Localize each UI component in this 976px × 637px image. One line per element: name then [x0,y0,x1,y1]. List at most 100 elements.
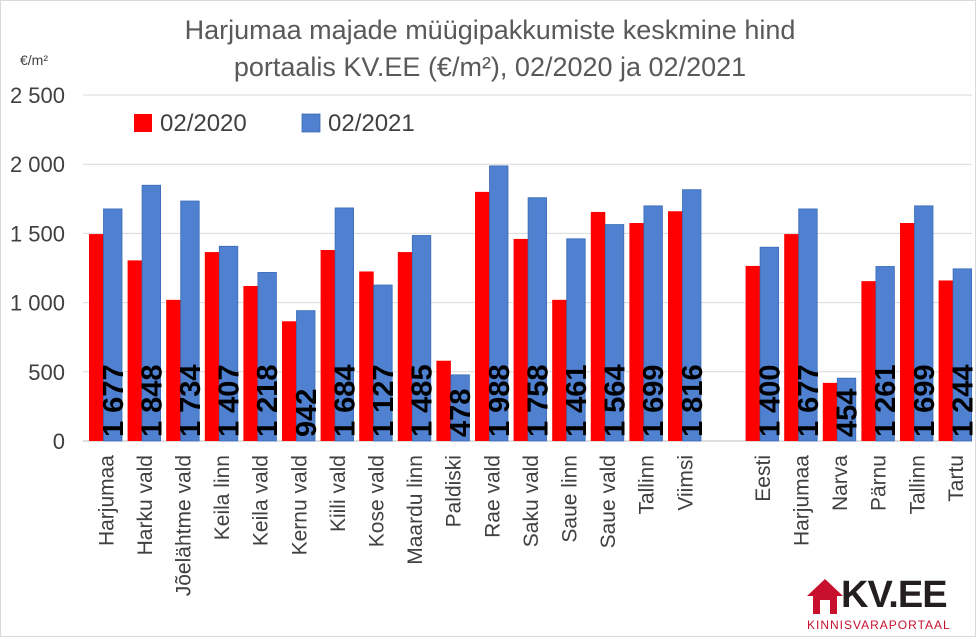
bar-02-2021 [682,189,702,442]
logo-subtitle: KINNISVARAPORTAAL [807,618,951,632]
x-tick-label: Saue vald [597,455,620,548]
bar-02-2021 [527,197,547,442]
data-label: 1 988 [484,364,516,437]
bar-02-2020 [204,252,220,441]
x-tick-label: Viimsi [674,455,697,511]
data-label: 1 244 [947,364,976,437]
x-tick-label: Maardu linn [404,455,427,565]
data-label: 1 816 [677,364,709,437]
data-label: 1 734 [175,364,207,437]
x-tick-label: Tallinn [906,455,929,515]
data-label: 1 677 [793,364,825,437]
x-tick-label: Saue linn [559,455,582,543]
x-tick-label: Harku vald [134,455,157,555]
y-tick-label: 2 000 [10,152,65,177]
bar-02-2021 [411,235,432,442]
bar-02-2020 [243,285,258,441]
x-tick-label: Kose vald [366,455,389,547]
x-tick-label: Keila linn [211,455,234,540]
x-tick-label: Harjumaa [95,455,118,546]
bar-02-2021 [373,284,393,442]
bar-02-2020 [552,299,567,441]
bar-02-2020 [359,271,374,441]
data-label: 1 677 [98,364,130,437]
bar-02-2020 [166,299,181,441]
x-tick-label: Tallinn [636,455,659,515]
x-tick-label: Kiili vald [327,455,350,532]
x-tick-label: Rae vald [481,455,504,538]
data-label: 1 261 [870,364,902,437]
y-tick-label: 1 000 [10,291,65,316]
bar-02-2020 [436,360,451,441]
y-tick-label: 1 500 [10,221,65,246]
bar-02-2020 [629,223,644,441]
bar-02-2021 [450,374,470,442]
x-tick-label: Kernu vald [288,455,311,555]
bar-02-2020 [475,191,490,441]
data-label: 1 564 [600,364,632,437]
bar-02-2021 [875,266,895,442]
bar-02-2021 [914,205,934,442]
bar-02-2021 [141,184,162,442]
bar-02-2021 [218,245,239,442]
x-tick-label: Harjumaa [791,455,814,546]
data-label: 1 758 [522,364,554,437]
chart-title-line2: portaalis KV.EE (€/m²), 02/2020 ja 02/20… [233,52,747,82]
data-label: 1 127 [368,364,400,437]
bar-02-2021 [759,246,779,442]
bar-02-2020 [282,321,297,441]
bar-02-2020 [900,223,915,441]
chart-title-line1: Harjumaa majade müügipakkumiste keskmine… [184,15,796,45]
bar-02-2020 [861,281,876,441]
legend-swatch-02-2021 [301,113,321,133]
chart-title: Harjumaa majade müügipakkumiste keskmine… [60,12,920,86]
bar-02-2021 [180,200,200,442]
bar-02-2021 [836,377,857,442]
x-tick-label: Narva [829,455,852,511]
bar-02-2020 [784,234,799,441]
data-label: 1 400 [754,364,786,437]
legend-swatch-02-2020 [134,114,152,132]
logo-text: KV.EE [841,574,948,616]
bar-02-2020 [822,382,838,441]
bar-02-2020 [320,250,336,441]
bar-02-2021 [566,238,586,442]
bar-02-2021 [798,208,818,442]
data-label: 478 [445,389,477,437]
x-tick-label: Tartu [945,455,968,502]
data-label: 1 485 [407,364,439,437]
bar-02-2021 [489,165,509,442]
bar-02-2020 [938,280,954,441]
kv-ee-logo: KV.EE KINNISVARAPORTAAL [805,574,973,634]
bar-02-2021 [643,205,663,442]
data-label: 1 461 [561,364,593,437]
y-tick-label: 0 [53,429,65,454]
x-tick-label: Paldiski [443,455,466,527]
data-label: 1 699 [638,364,670,437]
data-label: 1 407 [214,364,246,437]
bar-02-2021 [257,272,277,442]
x-tick-label: Saku vald [520,455,543,547]
x-tick-label: Keila vald [250,455,273,546]
bar-02-2020 [513,238,529,441]
y-unit-label: €/m² [20,52,48,68]
x-tick-label: Pärnu [868,455,891,511]
x-tick-label: Eesti [752,455,775,502]
data-label: 1 684 [329,364,361,437]
data-label: 454 [832,389,864,437]
bar-02-2021 [334,207,355,442]
data-label: 1 699 [909,364,941,437]
legend-label-02-2021: 02/2021 [328,110,415,137]
bar-02-2020 [89,234,104,441]
house-icon [807,579,843,614]
bar-02-2020 [127,260,143,441]
data-label: 1 848 [136,364,168,437]
bar-02-2021 [103,208,123,442]
legend-label-02-2020: 02/2020 [160,110,247,137]
bar-02-2021 [296,310,316,442]
data-label: 1 218 [252,364,284,437]
bar-02-2020 [745,265,761,441]
data-label: 942 [291,389,323,437]
bar-02-2020 [397,252,413,441]
